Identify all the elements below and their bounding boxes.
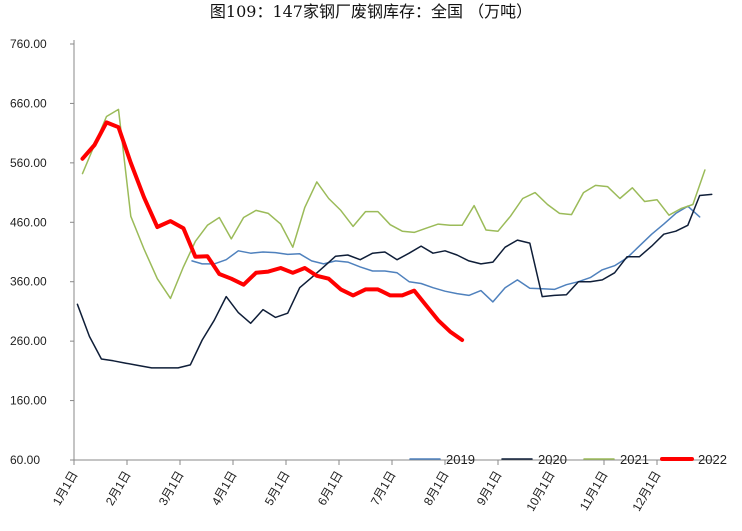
series-line-2022 bbox=[80, 120, 465, 342]
y-tick-label: 460.00 bbox=[10, 215, 47, 229]
legend-label-2021: 2021 bbox=[620, 452, 649, 467]
legend-label-2019: 2019 bbox=[446, 452, 475, 467]
series-line-2019 bbox=[191, 205, 701, 303]
chart-title: 图109：147家钢厂废钢库存：全国 （万吨） bbox=[209, 2, 533, 21]
x-tick-label: 11月1日 bbox=[577, 469, 611, 513]
y-tick-label: 760.00 bbox=[10, 37, 47, 51]
y-tick-label: 360.00 bbox=[10, 275, 47, 289]
y-tick-label: 60.00 bbox=[10, 453, 40, 467]
y-tick-label: 560.00 bbox=[10, 156, 47, 170]
x-tick-label: 10月1日 bbox=[523, 469, 557, 514]
x-tick-label: 12月1日 bbox=[629, 469, 663, 514]
x-tick-label: 3月1日 bbox=[156, 469, 187, 508]
series-layer bbox=[76, 108, 713, 369]
y-tick-label: 260.00 bbox=[10, 334, 47, 348]
x-tick-label: 2月1日 bbox=[103, 469, 134, 508]
legend-label-2022: 2022 bbox=[698, 452, 727, 467]
x-tick-label: 8月1日 bbox=[421, 469, 452, 508]
y-tick-label: 160.00 bbox=[10, 394, 47, 408]
x-tick-label: 9月1日 bbox=[474, 469, 505, 508]
x-tick-label: 4月1日 bbox=[209, 469, 240, 508]
x-tick-label: 6月1日 bbox=[315, 469, 346, 508]
axes: 760.00 660.00 560.00 460.00 360.00 260.00 160.… bbox=[10, 37, 714, 514]
x-tick-label: 1月1日 bbox=[50, 469, 81, 508]
series-line-2020 bbox=[76, 193, 713, 369]
legend: 2019 2020 2021 2022 bbox=[409, 452, 727, 467]
y-tick-label: 660.00 bbox=[10, 96, 47, 110]
x-tick-label: 7月1日 bbox=[368, 469, 399, 508]
series-line-2021 bbox=[81, 108, 706, 300]
legend-label-2020: 2020 bbox=[538, 452, 567, 467]
x-tick-label: 5月1日 bbox=[262, 469, 293, 508]
